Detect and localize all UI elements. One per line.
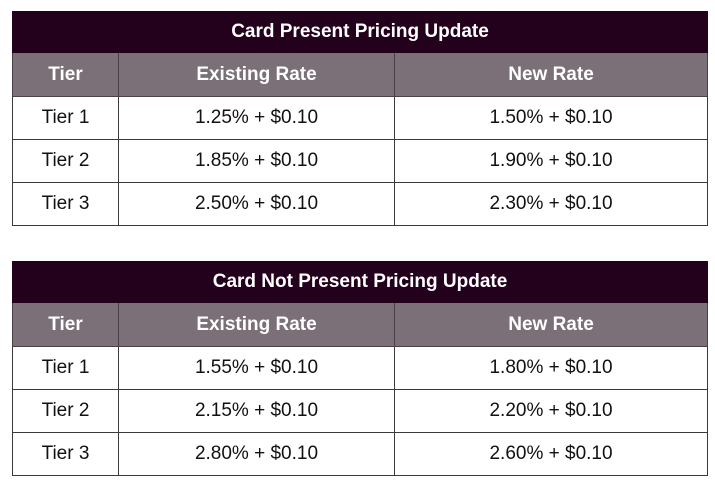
- new-rate-cell: 1.90% + $0.10: [393, 139, 709, 183]
- table-title-row: Card Not Present Pricing Update: [11, 261, 709, 303]
- existing-rate-cell: 2.15% + $0.10: [118, 389, 395, 433]
- card-present-pricing-table: Card Present Pricing Update Tier Existin…: [11, 11, 709, 226]
- new-rate-cell: 1.80% + $0.10: [393, 346, 709, 390]
- tier-cell: Tier 2: [12, 389, 119, 433]
- column-header-row: Tier Existing Rate New Rate: [12, 52, 709, 97]
- tier-cell: Tier 1: [12, 346, 119, 390]
- table-title: Card Not Present Pricing Update: [11, 261, 709, 303]
- table-row: Tier 3 2.50% + $0.10 2.30% + $0.10: [12, 182, 709, 226]
- card-not-present-pricing-table: Card Not Present Pricing Update Tier Exi…: [11, 261, 709, 476]
- new-rate-cell: 2.30% + $0.10: [393, 182, 709, 226]
- column-header-new-rate: New Rate: [393, 302, 709, 347]
- column-header-new-rate: New Rate: [393, 52, 709, 97]
- column-header-row: Tier Existing Rate New Rate: [12, 302, 709, 347]
- tier-cell: Tier 2: [12, 139, 119, 183]
- existing-rate-cell: 1.25% + $0.10: [118, 96, 395, 140]
- existing-rate-cell: 1.55% + $0.10: [118, 346, 395, 390]
- table-row: Tier 1 1.25% + $0.10 1.50% + $0.10: [12, 96, 709, 140]
- existing-rate-cell: 2.80% + $0.10: [118, 432, 395, 476]
- new-rate-cell: 1.50% + $0.10: [393, 96, 709, 140]
- table-title: Card Present Pricing Update: [11, 11, 709, 53]
- column-header-existing-rate: Existing Rate: [118, 302, 395, 347]
- table-row: Tier 3 2.80% + $0.10 2.60% + $0.10: [12, 432, 709, 476]
- new-rate-cell: 2.20% + $0.10: [393, 389, 709, 433]
- new-rate-cell: 2.60% + $0.10: [393, 432, 709, 476]
- column-header-existing-rate: Existing Rate: [118, 52, 395, 97]
- existing-rate-cell: 1.85% + $0.10: [118, 139, 395, 183]
- existing-rate-cell: 2.50% + $0.10: [118, 182, 395, 226]
- column-header-tier: Tier: [12, 52, 119, 97]
- table-row: Tier 2 1.85% + $0.10 1.90% + $0.10: [12, 139, 709, 183]
- table-row: Tier 2 2.15% + $0.10 2.20% + $0.10: [12, 389, 709, 433]
- tier-cell: Tier 1: [12, 96, 119, 140]
- table-row: Tier 1 1.55% + $0.10 1.80% + $0.10: [12, 346, 709, 390]
- tier-cell: Tier 3: [12, 182, 119, 226]
- tier-cell: Tier 3: [12, 432, 119, 476]
- table-title-row: Card Present Pricing Update: [11, 11, 709, 53]
- column-header-tier: Tier: [12, 302, 119, 347]
